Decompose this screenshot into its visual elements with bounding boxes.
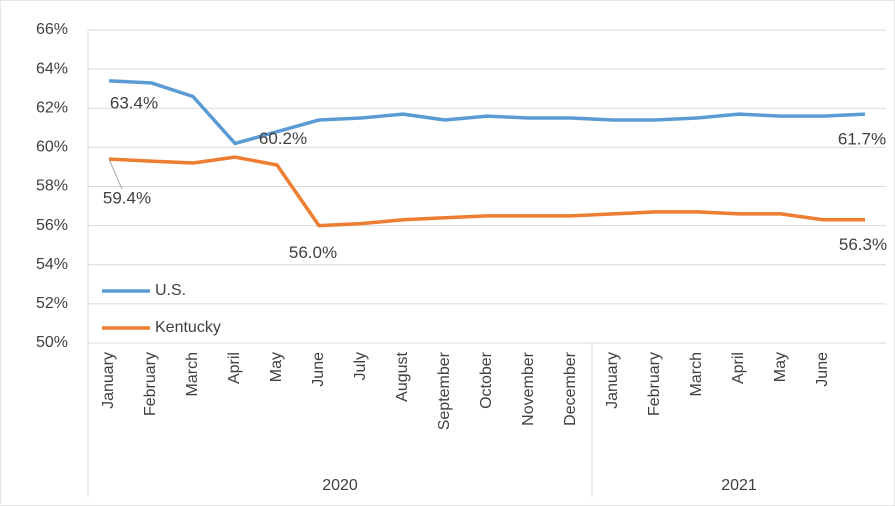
- data-label: 61.7%: [838, 130, 886, 149]
- y-tick-label: 66%: [36, 21, 68, 38]
- x-tick-label: February: [646, 352, 663, 416]
- x-tick-label: November: [520, 351, 537, 425]
- data-label: 59.4%: [103, 189, 151, 208]
- x-tick-label: June: [814, 352, 831, 387]
- series-line: [108, 155, 865, 228]
- series-line: [108, 79, 866, 146]
- y-tick-label: 52%: [36, 295, 68, 312]
- x-tick-label: April: [730, 352, 747, 384]
- group-label: 2020: [322, 477, 358, 494]
- y-tick-label: 64%: [36, 60, 68, 77]
- x-tick-label: May: [268, 352, 285, 382]
- data-label: 56.3%: [839, 235, 887, 254]
- y-tick-label: 58%: [36, 178, 68, 195]
- leader-line: [108, 158, 123, 190]
- data-label: 60.2%: [259, 129, 307, 148]
- x-tick-label: December: [562, 351, 579, 425]
- data-label: 63.4%: [110, 93, 158, 112]
- x-tick-label: January: [604, 352, 621, 409]
- x-tick-label: March: [688, 352, 705, 396]
- y-tick-label: 62%: [36, 99, 68, 116]
- x-tick-label: March: [184, 352, 201, 396]
- x-tick-label: October: [478, 351, 495, 409]
- x-tick-label: August: [394, 351, 411, 401]
- x-tick-label: January: [100, 352, 117, 409]
- data-label: 56.0%: [289, 243, 337, 262]
- x-tick-label: September: [436, 351, 453, 430]
- legend-label: U.S.: [155, 282, 186, 299]
- x-tick-label: May: [772, 352, 789, 382]
- y-tick-label: 56%: [36, 217, 68, 234]
- x-tick-label: April: [226, 352, 243, 384]
- legend-label: Kentucky: [155, 319, 221, 336]
- x-tick-label: July: [352, 352, 369, 380]
- y-tick-label: 60%: [36, 139, 68, 156]
- x-tick-label: June: [310, 352, 327, 387]
- y-tick-label: 50%: [36, 334, 68, 351]
- y-tick-label: 54%: [36, 256, 68, 273]
- x-tick-label: February: [142, 352, 159, 416]
- group-label: 2021: [721, 477, 757, 494]
